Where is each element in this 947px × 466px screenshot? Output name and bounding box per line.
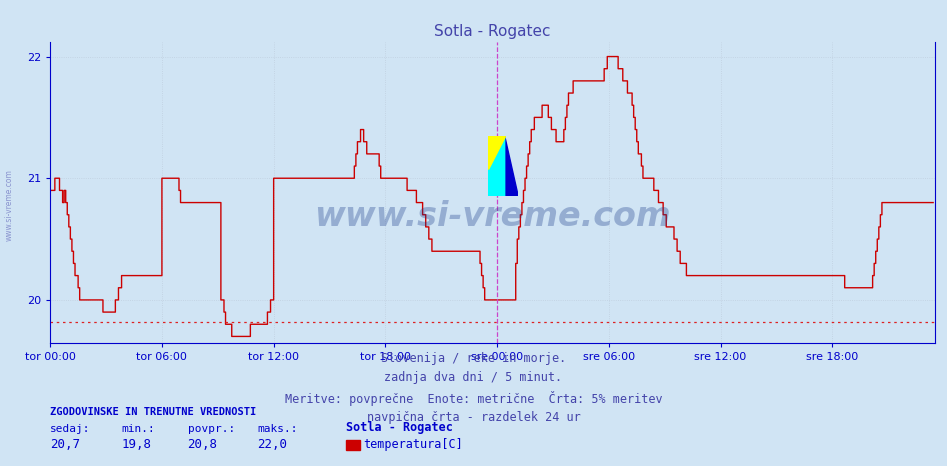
Text: povpr.:: povpr.: [188,425,235,434]
Text: www.si-vreme.com: www.si-vreme.com [5,169,14,241]
Text: ZGODOVINSKE IN TRENUTNE VREDNOSTI: ZGODOVINSKE IN TRENUTNE VREDNOSTI [50,407,257,417]
Text: Slovenija / reke in morje.: Slovenija / reke in morje. [381,352,566,365]
Polygon shape [488,136,505,196]
Polygon shape [505,136,518,196]
Text: Meritve: povprečne  Enote: metrične  Črta: 5% meritev: Meritve: povprečne Enote: metrične Črta:… [285,391,662,406]
Text: 22,0: 22,0 [258,438,288,451]
Text: 20,8: 20,8 [188,438,218,451]
Text: maks.:: maks.: [258,425,298,434]
Text: min.:: min.: [121,425,155,434]
Polygon shape [488,136,505,169]
Title: Sotla - Rogatec: Sotla - Rogatec [434,24,551,40]
Text: temperatura[C]: temperatura[C] [364,438,463,451]
Text: 20,7: 20,7 [50,438,80,451]
Text: navpična črta - razdelek 24 ur: navpična črta - razdelek 24 ur [366,411,581,424]
Text: www.si-vreme.com: www.si-vreme.com [314,200,670,233]
Text: sedaj:: sedaj: [50,425,91,434]
Text: Sotla - Rogatec: Sotla - Rogatec [346,421,453,434]
Text: 19,8: 19,8 [121,438,152,451]
Text: zadnja dva dni / 5 minut.: zadnja dva dni / 5 minut. [384,371,563,384]
